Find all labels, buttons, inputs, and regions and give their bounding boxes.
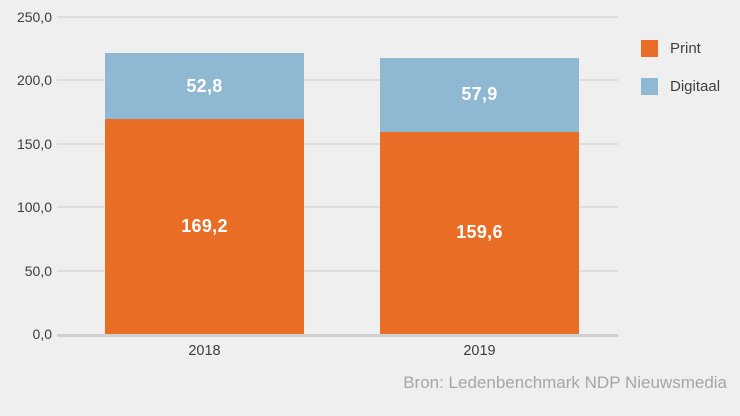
y-tick-label: 150,0 (16, 135, 52, 152)
bar-segment-digitaal: 52,8 (105, 52, 304, 120)
y-tick-label: 100,0 (16, 199, 52, 216)
source-caption: Bron: Ledenbenchmark NDP Nieuwsmedia (403, 373, 727, 392)
legend: Print Digitaal (641, 40, 720, 95)
y-tick-label: 0,0 (32, 326, 52, 342)
bar-value-label: 159,6 (456, 222, 503, 243)
gridline (57, 142, 618, 145)
legend-item-print: Print (641, 40, 720, 57)
gridline (57, 79, 618, 82)
bar-segment-digitaal: 57,9 (380, 58, 579, 132)
legend-swatch-icon (641, 40, 658, 57)
bar-group-2019: 57,9 159,6 (380, 17, 579, 334)
legend-swatch-icon (641, 78, 658, 95)
y-axis: 0,0 50,0 100,0 150,0 200,0 250,0 (0, 9, 52, 342)
bar-value-label: 57,9 (461, 84, 498, 105)
plot-area: 52,8 169,2 57,9 159,6 (57, 16, 618, 337)
x-axis: 2018 2019 (57, 343, 618, 363)
x-tick-label: 2019 (463, 343, 496, 359)
legend-item-digitaal: Digitaal (641, 78, 720, 95)
y-tick-label: 200,0 (16, 72, 52, 89)
legend-label: Print (670, 40, 701, 57)
bar-segment-print: 159,6 (380, 131, 579, 334)
y-tick-label: 250,0 (16, 9, 52, 25)
bar-segment-print: 169,2 (105, 119, 304, 334)
axis-baseline (57, 334, 618, 337)
legend-label: Digitaal (670, 78, 721, 95)
bar-value-label: 169,2 (181, 216, 228, 237)
gridline (57, 269, 618, 272)
gridline (57, 16, 618, 18)
bar-group-2018: 52,8 169,2 (105, 17, 304, 334)
bar-value-label: 52,8 (186, 75, 223, 96)
gridline (57, 206, 618, 209)
y-tick-label: 50,0 (24, 262, 52, 279)
x-tick-label: 2018 (188, 343, 221, 359)
